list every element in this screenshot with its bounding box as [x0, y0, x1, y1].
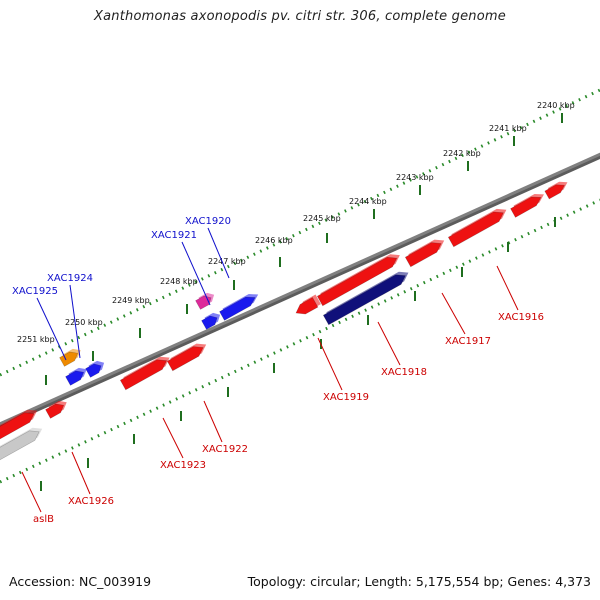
- gene-xac1921-body: [201, 315, 218, 330]
- gene-xac1925-body: [65, 370, 85, 386]
- tick-label: 2243 kbp: [396, 173, 434, 182]
- gene-xac1923[interactable]: [119, 356, 170, 391]
- topology-info: Topology: circular; Length: 5,175,554 bp…: [247, 574, 591, 589]
- upper-dotted-track: [0, 88, 600, 377]
- gene-label-xac1926[interactable]: XAC1926: [68, 496, 114, 507]
- lower-dotted-track: [0, 198, 600, 484]
- gene-xac1918-body: [322, 274, 406, 326]
- leader-line: [69, 284, 81, 359]
- tick-label: 2249 kbp: [112, 296, 150, 305]
- gene-xac1922[interactable]: [166, 343, 207, 372]
- leader-line: [441, 292, 466, 335]
- gene-xac1919-body: [295, 297, 319, 315]
- leader-line: [317, 337, 343, 391]
- tick-label: 2241 kbp: [489, 124, 527, 133]
- gene-xac1926[interactable]: [45, 400, 67, 419]
- tick-label: 2244 kbp: [349, 197, 387, 206]
- gene-label-xac1920[interactable]: XAC1920: [185, 216, 231, 227]
- tick-label: 2251 kbp: [17, 335, 55, 344]
- tick-label: 2240 kbp: [537, 101, 575, 110]
- gene-xac1918-red[interactable]: [404, 239, 445, 268]
- gene-xac1925[interactable]: [65, 367, 87, 386]
- gene-label-xac1919[interactable]: XAC1919: [323, 392, 369, 403]
- gene-xac1917-small-body: [510, 196, 542, 218]
- gene-label-xac1923[interactable]: XAC1923: [160, 460, 206, 471]
- gene-xac1920[interactable]: [219, 294, 259, 321]
- gene-xac1925b[interactable]: [59, 348, 81, 367]
- gene-xac1917-small[interactable]: [510, 193, 544, 218]
- gene-xac1922-body: [166, 346, 204, 372]
- genome-backbone: [0, 152, 600, 426]
- gene-xac1918b-body: [316, 256, 398, 307]
- leader-line: [203, 400, 223, 443]
- gene-xac1926b[interactable]: [0, 409, 38, 441]
- gene-xac1925b-body: [59, 351, 79, 367]
- gene-xac1916[interactable]: [544, 181, 568, 200]
- tick-label: 2242 kbp: [443, 149, 481, 158]
- tick-label: 2246 kbp: [255, 236, 293, 245]
- leader-line: [207, 227, 230, 279]
- gene-label-xac1918[interactable]: XAC1918: [381, 367, 427, 378]
- gene-label-xac1917[interactable]: XAC1917: [445, 336, 491, 347]
- gene-xac1918-red-body: [404, 242, 442, 268]
- gene-xac1921[interactable]: [201, 312, 221, 330]
- gene-xac1926-body: [45, 403, 65, 419]
- gene-label-aslb[interactable]: aslB: [33, 514, 54, 525]
- tick-label: 2248 kbp: [160, 277, 198, 286]
- map-title: Xanthomonas axonopodis pv. citri str. 30…: [94, 9, 506, 24]
- tick-label: 2245 kbp: [303, 214, 341, 223]
- gene-label-xac1922[interactable]: XAC1922: [202, 444, 248, 455]
- gene-xac1919[interactable]: [295, 294, 321, 315]
- leader-line: [377, 321, 401, 366]
- accession-text: Accession: NC_003919: [9, 574, 152, 589]
- leader-line: [71, 451, 91, 495]
- gene-xac1918[interactable]: [322, 271, 409, 326]
- genome-backbone-shadow: [0, 153, 600, 429]
- tick-label: 2247 kbp: [208, 257, 246, 266]
- gene-xac1924[interactable]: [85, 360, 105, 378]
- gene-xac1917[interactable]: [447, 208, 507, 248]
- gene-xac1920-body: [219, 296, 256, 321]
- gene-xac1918b[interactable]: [316, 254, 400, 307]
- gene-xac1923-body: [119, 359, 168, 391]
- gene-label-xac1924[interactable]: XAC1924: [47, 273, 93, 284]
- gene-label-xac1925[interactable]: XAC1925: [12, 286, 58, 297]
- gene-label-xac1916[interactable]: XAC1916: [498, 312, 544, 323]
- leader-line: [21, 471, 42, 513]
- gene-aslb[interactable]: [0, 427, 43, 463]
- leader-line: [162, 417, 184, 459]
- gene-xac1924-body: [85, 363, 102, 378]
- gene-xac1916-body: [544, 184, 565, 200]
- tick-label: 2250 kbp: [65, 318, 103, 327]
- leader-line: [36, 297, 67, 361]
- leader-line: [181, 241, 211, 306]
- gene-xac1921b[interactable]: [195, 292, 215, 310]
- gene-xac1926b-body: [0, 412, 35, 440]
- gene-xac1917-body: [447, 211, 504, 248]
- gene-label-xac1921[interactable]: XAC1921: [151, 230, 197, 241]
- gene-aslb-body: [0, 430, 40, 461]
- leader-line: [496, 265, 519, 311]
